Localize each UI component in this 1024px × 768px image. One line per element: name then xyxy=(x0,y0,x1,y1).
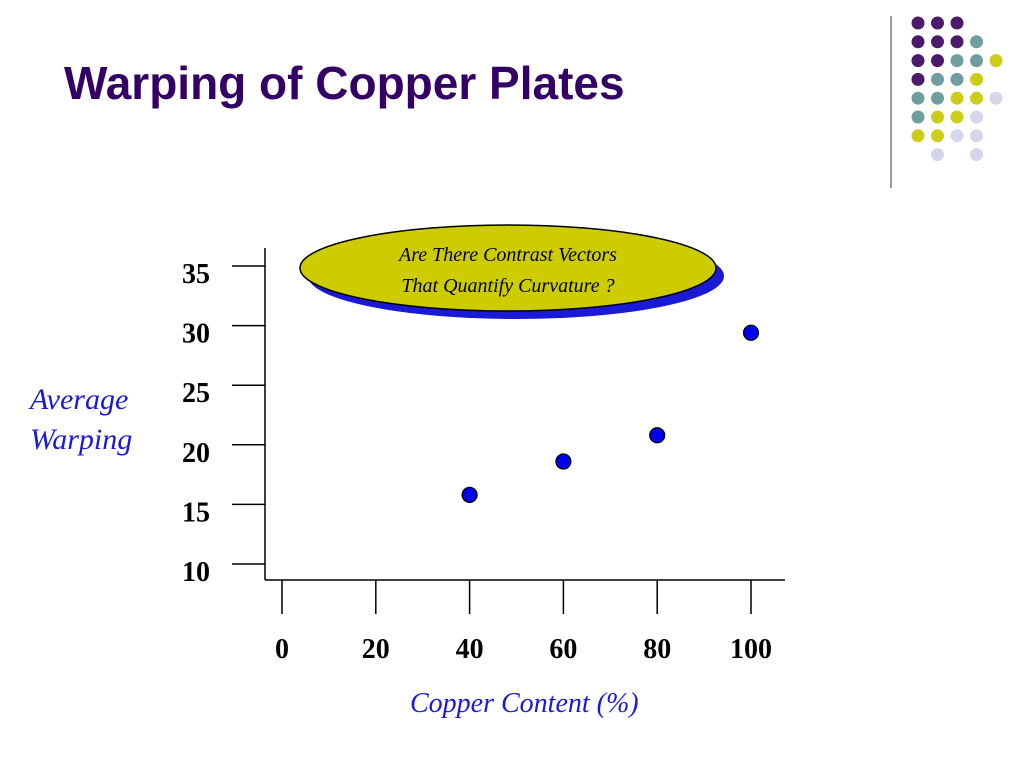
data-point xyxy=(649,427,666,444)
decorative-dot xyxy=(911,35,925,49)
y-tick-label: 10 xyxy=(182,557,210,588)
y-tick-label: 35 xyxy=(182,259,210,290)
x-axis-label: Copper Content (%) xyxy=(410,688,639,719)
decorative-dot xyxy=(931,54,944,68)
x-tick-label: 0 xyxy=(275,634,289,665)
y-tick-label: 25 xyxy=(182,378,210,409)
decorative-dot xyxy=(931,148,944,162)
data-point xyxy=(555,453,572,470)
decorative-dot xyxy=(950,35,964,49)
decorative-dot xyxy=(970,110,983,124)
data-point xyxy=(742,324,760,341)
decorative-dot xyxy=(931,110,944,124)
decorative-dot xyxy=(950,54,964,68)
decorative-dot xyxy=(970,54,983,68)
decorative-dot xyxy=(931,16,944,30)
callout-bubble: Are There Contrast Vectors That Quantify… xyxy=(299,224,724,319)
data-points xyxy=(461,324,760,503)
y-axis: 10 15 20 25 30 35 xyxy=(182,248,266,588)
y-axis-label: Average Warping xyxy=(30,380,132,460)
data-point xyxy=(461,486,478,503)
y-tick-label: 20 xyxy=(182,438,210,469)
x-tick-label: 80 xyxy=(643,634,671,665)
decorative-dot xyxy=(950,72,964,86)
decorative-dot xyxy=(931,129,944,143)
y-axis-label-line-1: Average xyxy=(30,383,129,416)
decorative-dot xyxy=(911,72,925,86)
decorative-dot xyxy=(931,91,944,105)
y-axis-label-line-2: Warping xyxy=(30,423,133,456)
decorative-dot xyxy=(931,35,944,49)
y-tick-label: 15 xyxy=(182,497,210,528)
decorative-dot xyxy=(970,72,983,86)
title-divider-line xyxy=(890,16,892,188)
decorative-dot xyxy=(950,16,964,30)
decorative-dot xyxy=(911,54,925,68)
decorative-dot xyxy=(950,91,964,105)
x-tick-label: 100 xyxy=(730,634,772,665)
decorative-dot xyxy=(911,91,925,105)
decorative-dot xyxy=(970,35,983,49)
slide-title: Warping of Copper Plates xyxy=(64,57,625,109)
decorative-dot xyxy=(970,129,983,143)
x-tick-label: 40 xyxy=(456,634,484,665)
decorative-dot xyxy=(989,54,1003,68)
callout-body xyxy=(299,224,717,312)
y-tick-label: 30 xyxy=(182,319,210,350)
decorative-dot xyxy=(911,16,925,30)
decorative-dot xyxy=(950,129,964,143)
decorative-dot xyxy=(931,72,944,86)
x-tick-label: 20 xyxy=(362,634,390,665)
decorative-dot xyxy=(950,110,964,124)
decorative-dot xyxy=(911,110,925,124)
decorative-dot-grid xyxy=(911,16,1003,162)
decorative-dot xyxy=(911,129,925,143)
callout-text-line-1: Are There Contrast Vectors xyxy=(397,244,617,266)
decorative-dot xyxy=(970,91,983,105)
callout-text-line-2: That Quantify Curvature ? xyxy=(401,275,614,297)
x-tick-label: 60 xyxy=(549,634,577,665)
decorative-dot xyxy=(989,91,1003,105)
decorative-dot xyxy=(970,148,983,162)
x-axis: 0 20 40 60 80 100 xyxy=(265,579,785,665)
